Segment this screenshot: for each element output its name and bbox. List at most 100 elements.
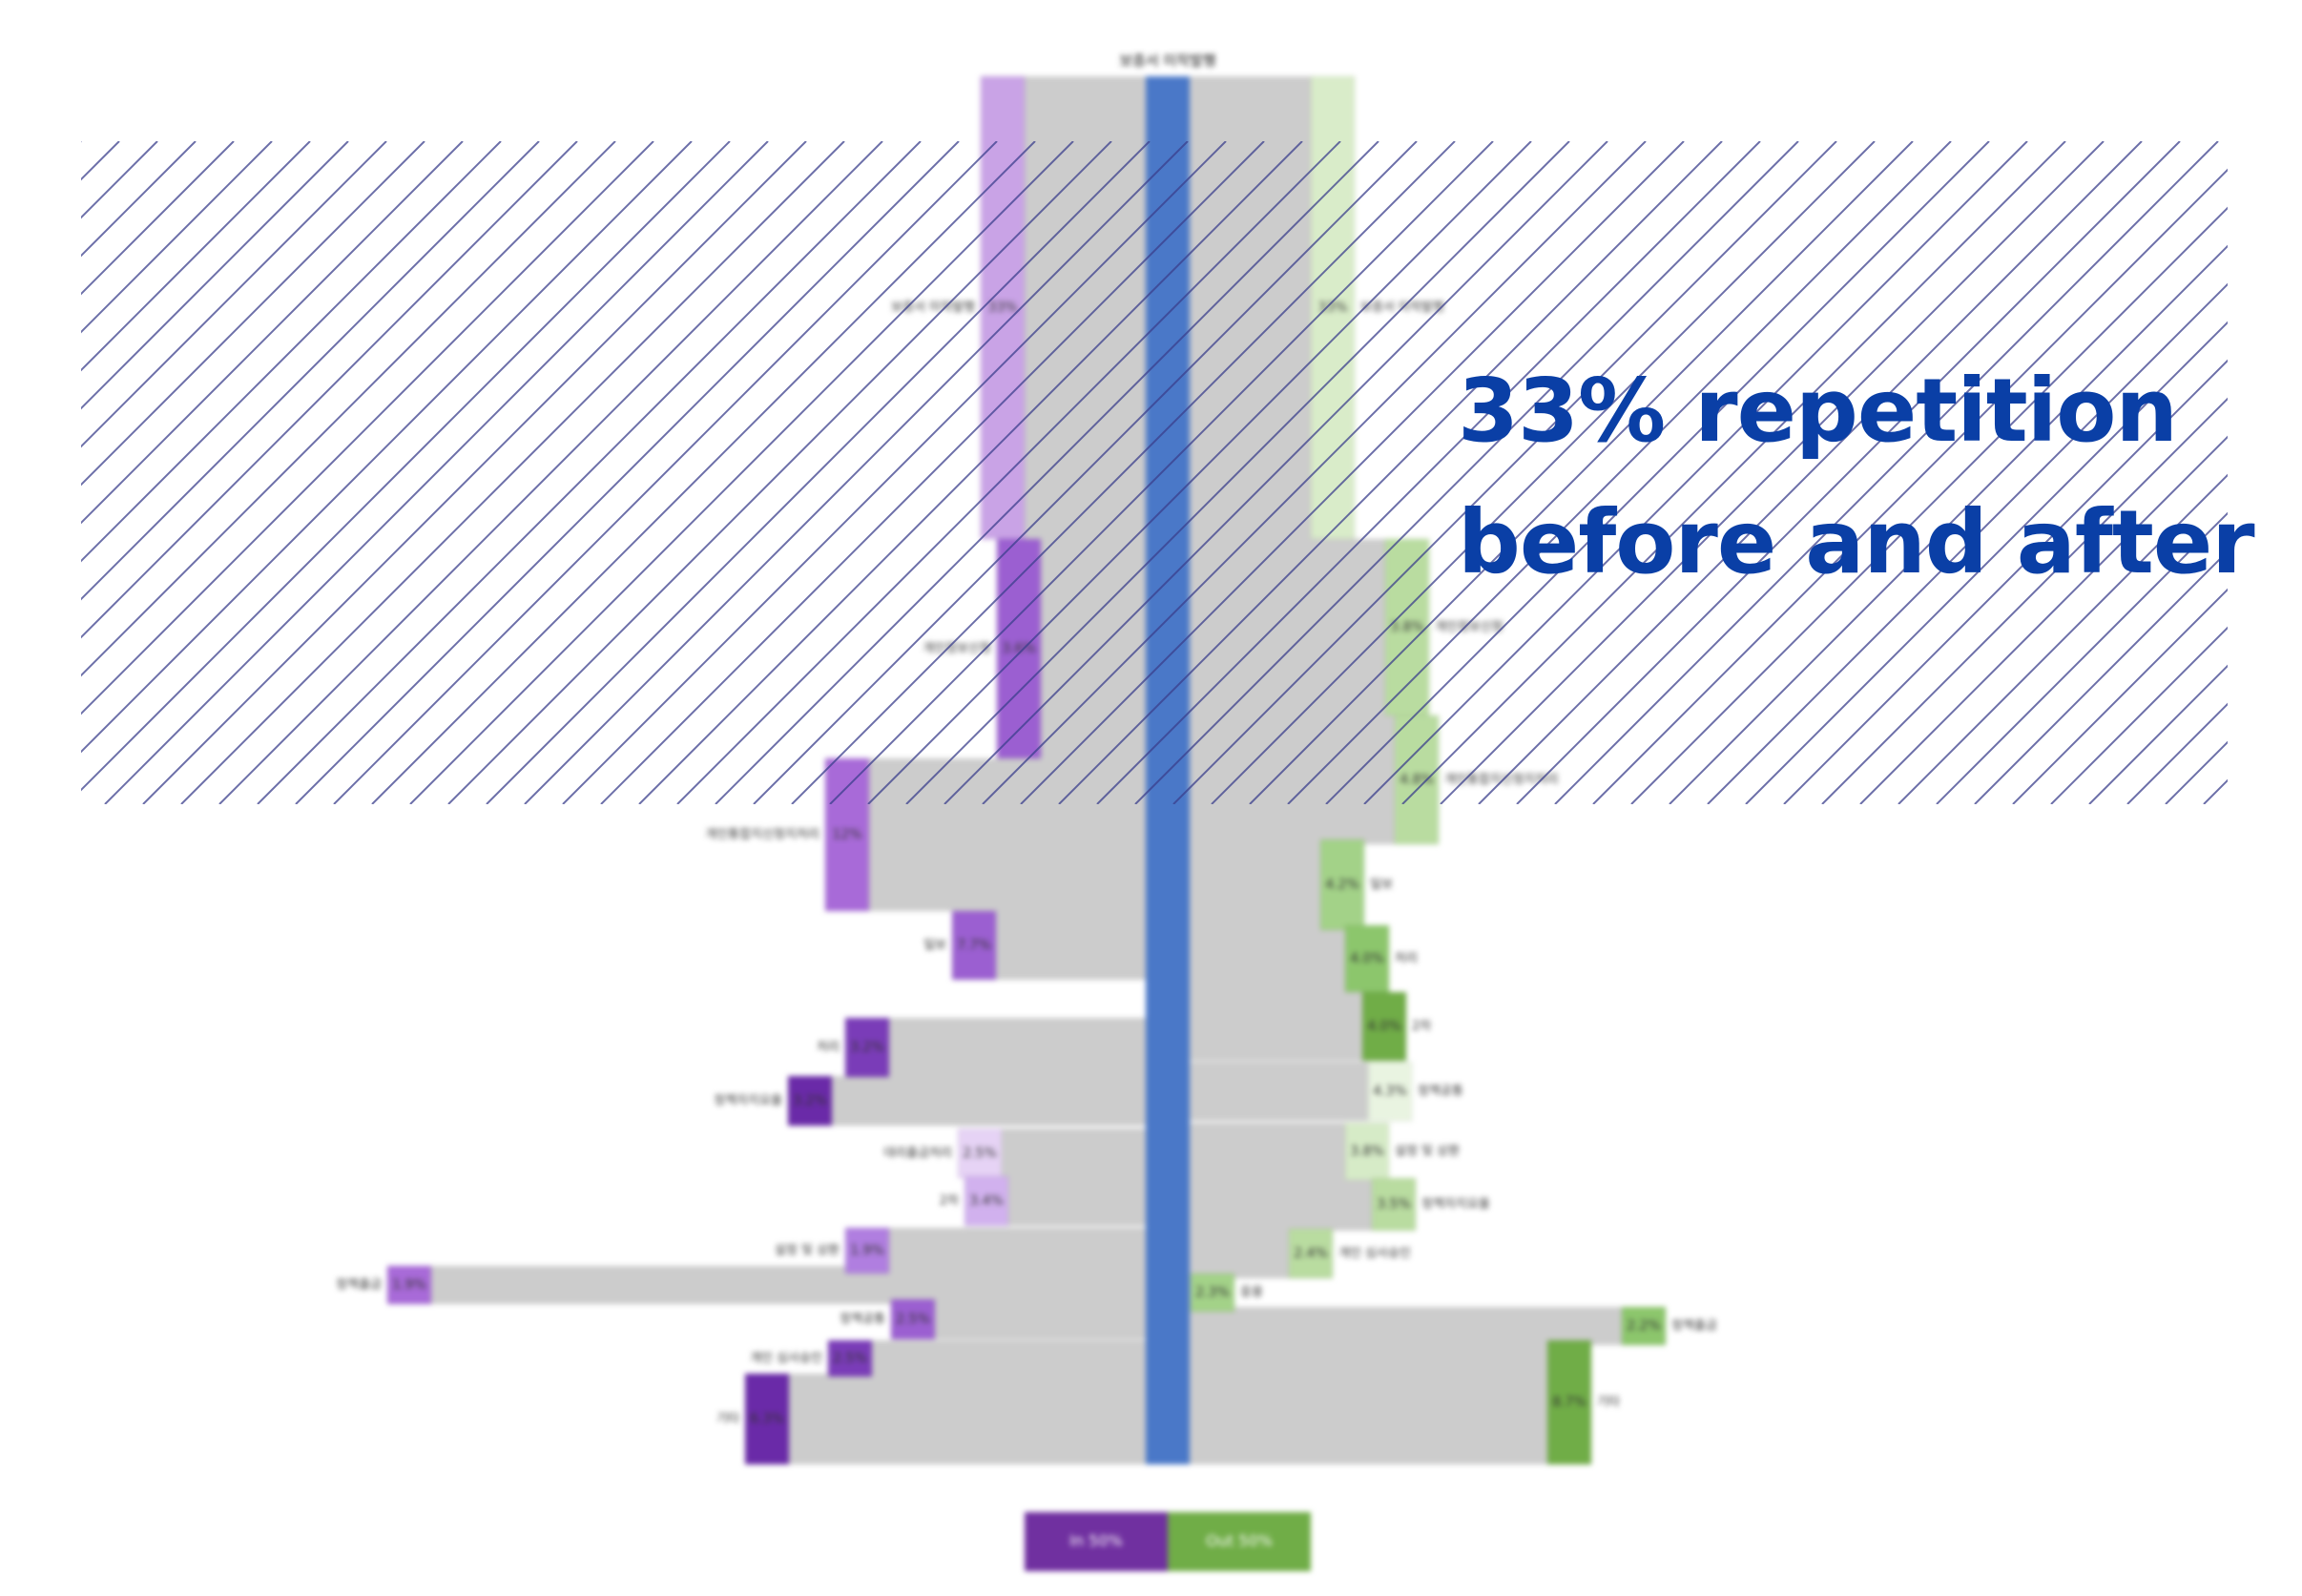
out-band-6 — [1190, 992, 1362, 1061]
out-node-label-8: 설정 및 상환 — [1395, 1145, 1460, 1159]
out-node-label-3: 개인통합지신청지처리 — [1444, 773, 1559, 787]
out-node-value-4: 4.2% — [1325, 878, 1359, 893]
in-node-value-11: 2.5% — [896, 1312, 930, 1327]
in-band-7 — [1002, 1129, 1146, 1178]
out-band-11 — [1190, 1274, 1191, 1312]
in-node-label-12: 개인 심사승인 — [750, 1352, 822, 1366]
in-node-value-8: 3.4% — [969, 1193, 1004, 1209]
out-node-4 — [1319, 839, 1365, 931]
out-node-10 — [1288, 1228, 1334, 1279]
out-node-value-5: 4.0% — [1350, 951, 1384, 966]
in-node-8 — [964, 1175, 1009, 1227]
in-node-5 — [844, 1017, 890, 1078]
out-node-label-12: 정책출금 — [1671, 1319, 1717, 1334]
in-node-label-5: 처리 — [817, 1041, 840, 1055]
out-node-value-13: 8.7% — [1552, 1395, 1587, 1410]
out-node-value-10: 2.4% — [1294, 1246, 1328, 1261]
legend-swatch-1 — [1025, 1512, 1168, 1571]
out-node-9 — [1371, 1177, 1417, 1232]
in-node-value-9: 1.9% — [850, 1243, 884, 1258]
headline-line-1: 33% repetition — [1458, 360, 2178, 462]
out-node-6 — [1361, 991, 1407, 1062]
out-band-4 — [1190, 839, 1320, 930]
out-band-12 — [1190, 1307, 1622, 1345]
out-node-13 — [1546, 1339, 1592, 1465]
in-node-label-11: 정책공통 — [840, 1313, 885, 1327]
out-band-1 — [1190, 76, 1311, 539]
legend-label-2: Out 50% — [1206, 1532, 1273, 1550]
out-node-label-9: 정책자지요율 — [1421, 1197, 1490, 1212]
in-node-6 — [787, 1075, 833, 1127]
out-node-value-1: 33% — [1317, 301, 1347, 316]
in-node-label-10: 정책출금 — [336, 1278, 382, 1293]
in-node-value-12: 2.5% — [833, 1351, 867, 1366]
out-node-label-2: 개인정보신청 — [1435, 620, 1504, 634]
in-band-1 — [1025, 76, 1146, 539]
in-node-label-1: 보증서 미작발행 — [891, 300, 975, 315]
in-node-9 — [844, 1227, 890, 1275]
out-band-10 — [1190, 1229, 1289, 1278]
in-node-label-7: 대리출금처리 — [883, 1147, 952, 1161]
in-node-label-6: 정책자지요율 — [714, 1094, 782, 1109]
out-node-label-1: 보증서 미작발행 — [1360, 300, 1444, 315]
in-band-2 — [1041, 539, 1146, 758]
in-node-value-1: 33% — [987, 301, 1017, 316]
out-node-value-3: 4.8% — [1400, 773, 1434, 788]
out-node-8 — [1344, 1122, 1390, 1181]
out-node-12 — [1621, 1306, 1667, 1346]
in-node-value-13: 6.3% — [750, 1412, 784, 1427]
in-node-label-2: 개인정보신청 — [923, 642, 991, 656]
in-band-4 — [996, 911, 1146, 980]
headline-line-2: before and after — [1458, 491, 2255, 593]
out-node-label-11: 응용 — [1240, 1286, 1263, 1300]
out-node-label-6: 2차 — [1412, 1020, 1431, 1034]
out-band-7 — [1190, 1062, 1368, 1121]
in-node-13 — [744, 1373, 790, 1465]
in-node-value-2: 3.6% — [1002, 641, 1036, 656]
in-node-label-4: 일보 — [923, 939, 946, 953]
out-node-value-7: 4.3% — [1373, 1084, 1407, 1099]
in-band-10 — [431, 1266, 1146, 1304]
in-node-value-7: 2.5% — [963, 1146, 997, 1161]
center-axis — [1146, 76, 1190, 1464]
out-node-label-13: 기타 — [1597, 1396, 1620, 1410]
in-node-value-10: 1.9% — [392, 1277, 426, 1293]
in-node-label-9: 설정 및 상환 — [775, 1244, 840, 1258]
in-node-12 — [827, 1339, 873, 1378]
headline: 33% repetition before and after — [1458, 345, 2255, 609]
out-node-5 — [1344, 924, 1390, 993]
in-node-label-3: 개인통합지신청지처리 — [705, 828, 819, 842]
out-node-value-9: 3.5% — [1377, 1197, 1411, 1213]
in-node-11 — [890, 1298, 936, 1340]
in-band-12 — [872, 1340, 1146, 1377]
out-node-label-10: 개인 심사승인 — [1338, 1247, 1411, 1261]
out-node-label-4: 일보 — [1370, 878, 1393, 892]
out-node-value-12: 2.2% — [1627, 1318, 1661, 1334]
in-node-value-3: 12% — [832, 827, 861, 842]
out-node-value-11: 2.3% — [1195, 1285, 1230, 1300]
out-band-13 — [1190, 1340, 1547, 1464]
out-node-label-7: 정책공통 — [1418, 1085, 1463, 1099]
out-node-value-2: 3.8% — [1390, 620, 1424, 635]
in-node-10 — [386, 1265, 432, 1305]
out-band-8 — [1190, 1123, 1345, 1180]
out-node-7 — [1367, 1061, 1413, 1122]
out-node-value-8: 3.8% — [1350, 1144, 1384, 1159]
legend-label-1: In 50% — [1069, 1532, 1123, 1550]
out-node-11 — [1190, 1273, 1235, 1313]
in-band-8 — [1008, 1176, 1146, 1226]
in-node-label-8: 2차 — [940, 1194, 959, 1209]
in-band-11 — [935, 1299, 1146, 1339]
in-node-value-6: 3.2% — [793, 1093, 827, 1109]
in-band-5 — [889, 1018, 1146, 1077]
in-band-6 — [832, 1076, 1146, 1126]
in-node-value-5: 3.2% — [850, 1040, 884, 1055]
in-node-4 — [951, 910, 997, 981]
out-node-value-6: 4.0% — [1367, 1019, 1401, 1034]
in-band-13 — [789, 1374, 1146, 1464]
out-band-9 — [1190, 1178, 1372, 1231]
in-band-3 — [869, 758, 1146, 911]
out-band-5 — [1190, 925, 1345, 992]
